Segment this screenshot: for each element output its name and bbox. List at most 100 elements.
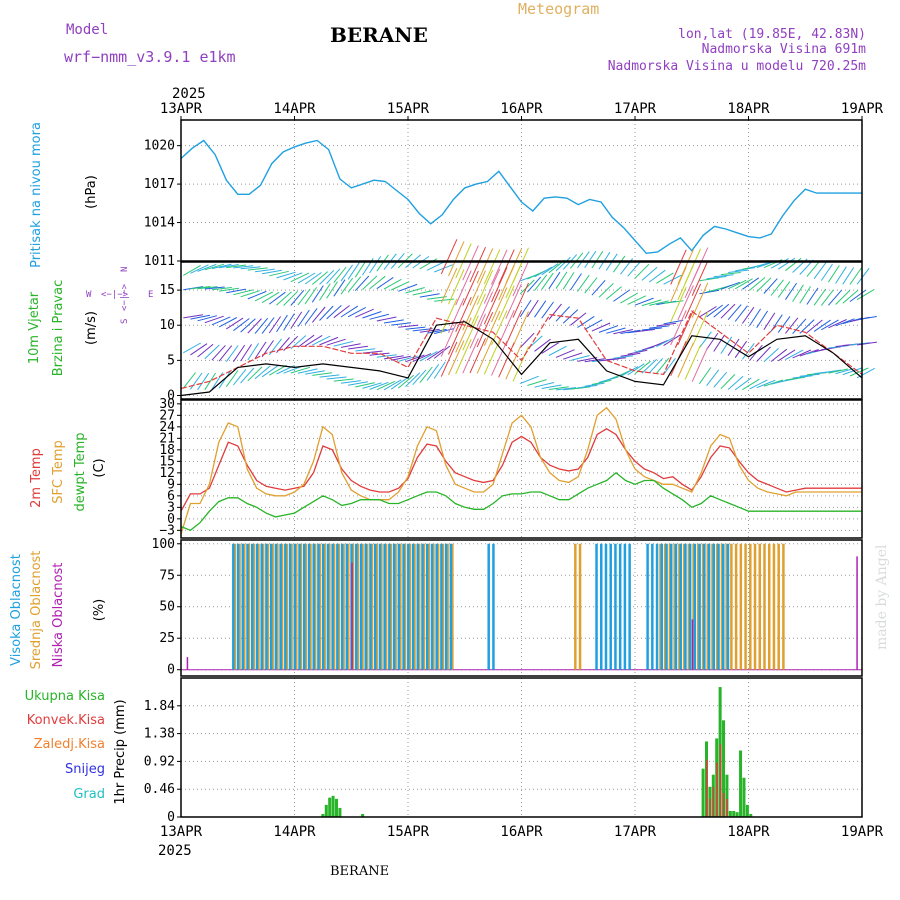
wind-arrow bbox=[254, 291, 274, 302]
wind-arrow bbox=[649, 325, 670, 329]
cloud-high-bar bbox=[609, 543, 612, 670]
precip-unit: 1hr Precip (mm) bbox=[113, 699, 128, 804]
wind-arrow bbox=[426, 348, 444, 361]
wind-arrow bbox=[548, 271, 561, 290]
cloud-mid-bar bbox=[370, 543, 374, 670]
wind-arrow bbox=[304, 287, 318, 305]
precip-total-bar bbox=[324, 804, 328, 817]
wind-arrow bbox=[391, 355, 411, 361]
cloud-mid-bar bbox=[389, 543, 393, 670]
wind-arrow bbox=[369, 275, 386, 290]
xtick-label-top: 13APR bbox=[160, 101, 203, 117]
wind-arrow bbox=[476, 269, 494, 305]
panel-frame-precip bbox=[180, 677, 863, 818]
wind-arrow bbox=[656, 272, 674, 284]
wind-arrow bbox=[577, 315, 595, 328]
cloud-mid-bar bbox=[772, 543, 776, 670]
wind-arrow bbox=[283, 272, 303, 281]
cloud-high-bar bbox=[674, 543, 678, 670]
precip-total-bar bbox=[735, 812, 739, 817]
wind-arrow bbox=[211, 316, 231, 326]
wind-arrow bbox=[189, 372, 203, 390]
cloud-mid-bar bbox=[706, 543, 709, 670]
product-title: Meteogram bbox=[518, 0, 599, 18]
wind-arrow bbox=[720, 281, 740, 290]
wind-arrow bbox=[204, 263, 225, 271]
wind-arrow bbox=[656, 357, 670, 374]
wind-arrow bbox=[476, 291, 494, 327]
wind-arrow bbox=[419, 293, 440, 298]
wind-arrow bbox=[297, 288, 311, 306]
compass-sn-arrow: <−|−> bbox=[120, 283, 130, 311]
wind-arrow bbox=[254, 341, 267, 359]
pressure-ytick-label: 1017 bbox=[144, 177, 175, 192]
cloud-mid-bar bbox=[365, 543, 369, 670]
cloud-mid-bar bbox=[261, 543, 265, 670]
wind-arrow bbox=[634, 297, 654, 306]
wind-arrow bbox=[569, 273, 582, 291]
cloud-mid-bar bbox=[299, 543, 303, 670]
wind-arrow bbox=[190, 264, 209, 274]
precip-total-bar bbox=[749, 813, 753, 817]
wind-arrow bbox=[197, 286, 218, 290]
wind-arrow bbox=[448, 241, 465, 277]
wind-arrow bbox=[555, 387, 576, 391]
cloud-mid-bar bbox=[413, 543, 416, 670]
wind-arrow bbox=[792, 318, 807, 335]
wind-arrow bbox=[276, 291, 292, 306]
wind-arrow bbox=[627, 260, 642, 277]
cloud-mid-bar bbox=[720, 543, 724, 670]
cloud-high-bar bbox=[265, 543, 268, 670]
wind-arrow bbox=[433, 345, 451, 359]
wind-arrow bbox=[613, 355, 634, 359]
wind-arrow bbox=[405, 326, 426, 330]
wind-arrow bbox=[541, 384, 562, 389]
cloud-ytick-label: 0 bbox=[167, 663, 175, 678]
cloud-high-bar bbox=[260, 543, 263, 670]
wind-arrow bbox=[749, 379, 768, 390]
wind-arrow bbox=[742, 378, 760, 391]
wind-arrow bbox=[598, 325, 619, 333]
chart-marks-layer: 1011101410171020051015−30369121518212427… bbox=[144, 101, 884, 840]
cloud-mid-bar bbox=[394, 543, 397, 670]
cloud-low-bar bbox=[856, 556, 858, 670]
wind-arrow bbox=[440, 239, 458, 275]
precip-ytick-label: 0.92 bbox=[144, 754, 175, 769]
precip-label-conv: Konvek.Kisa bbox=[27, 713, 105, 728]
wind-arrow bbox=[383, 319, 404, 324]
wind-arrow bbox=[390, 281, 410, 291]
wind-arrow bbox=[426, 261, 446, 271]
wind-arrow bbox=[842, 267, 855, 285]
wind-arrow bbox=[842, 289, 859, 304]
cloud-mid-bar bbox=[659, 543, 662, 670]
precip-conv-bar bbox=[712, 786, 715, 817]
xtick-label-top: 19APR bbox=[841, 101, 884, 117]
cloud-mid-bar bbox=[701, 543, 705, 670]
wind-arrow bbox=[276, 314, 288, 333]
temp-ytick-label: 6 bbox=[167, 489, 175, 504]
wind-arrow bbox=[857, 316, 877, 321]
wind-arrow bbox=[620, 292, 639, 304]
wind-arrow bbox=[663, 319, 684, 325]
cloud-high-bar bbox=[279, 543, 282, 670]
cloud-high-bar bbox=[274, 543, 278, 670]
temp-dewpt-line bbox=[180, 471, 862, 532]
cloud-mid-bar bbox=[342, 543, 345, 670]
cloud-high-bar bbox=[411, 543, 415, 670]
wind-arrow bbox=[240, 318, 256, 333]
wind-arrow bbox=[462, 245, 479, 281]
wind-arrow bbox=[777, 257, 796, 270]
wind-arrow bbox=[756, 310, 769, 328]
wind-arrow bbox=[347, 276, 362, 293]
wind-arrow bbox=[691, 260, 709, 296]
wind-arrow bbox=[369, 352, 390, 356]
wind-arrow bbox=[190, 314, 211, 320]
wind-arrow bbox=[197, 315, 218, 322]
wind-arrow bbox=[218, 317, 238, 328]
wind-arrow bbox=[197, 372, 210, 391]
cloud-mid-bar bbox=[692, 543, 695, 670]
wind-arrow bbox=[311, 285, 324, 303]
cloud-mid-bar bbox=[323, 543, 326, 670]
wind-arrow bbox=[749, 262, 770, 269]
compass-e: E bbox=[148, 290, 153, 300]
